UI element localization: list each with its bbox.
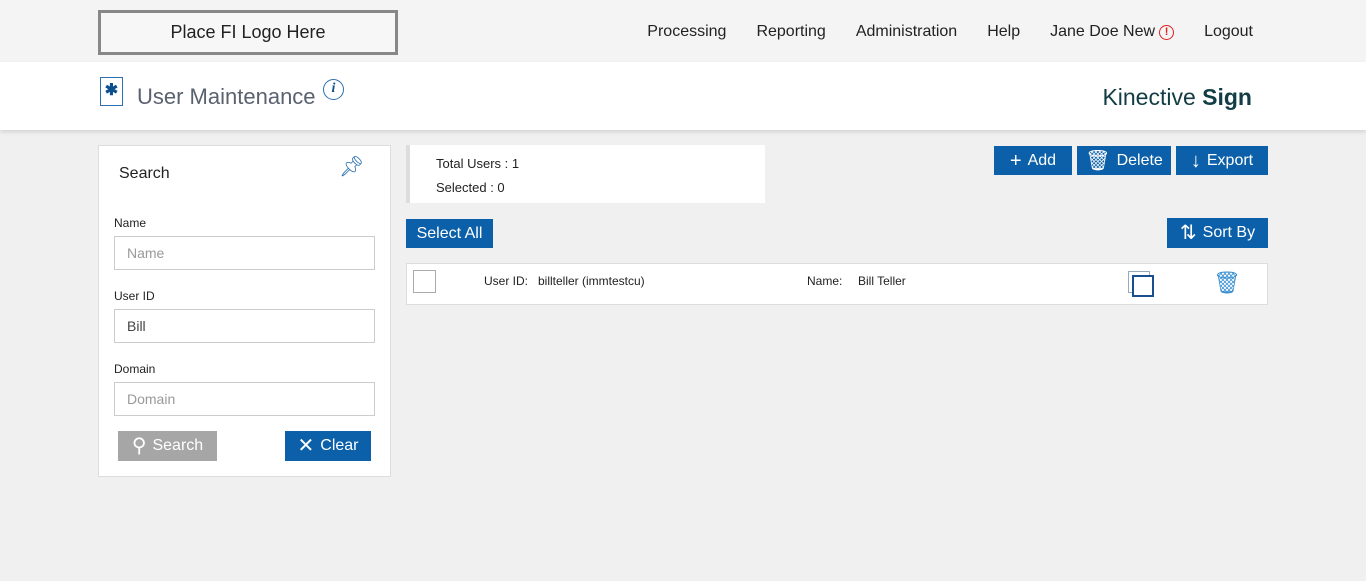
domain-label: Domain xyxy=(114,362,156,376)
page-title: User Maintenance xyxy=(137,84,316,109)
brand-logo: Kinective Sign xyxy=(1102,84,1252,111)
user-maintenance-icon: ✱ xyxy=(100,77,123,106)
nav-help[interactable]: Help xyxy=(987,23,1021,40)
search-button-label: Search xyxy=(152,437,204,454)
row-checkbox[interactable] xyxy=(413,270,436,293)
nav-reporting[interactable]: Reporting xyxy=(756,23,826,40)
sort-by-button[interactable]: ⇅ Sort By xyxy=(1167,218,1268,248)
page-header: ✱ User Maintenance i Kinective Sign xyxy=(0,62,1366,130)
alert-icon[interactable]: ! xyxy=(1159,25,1175,40)
name-input[interactable] xyxy=(114,236,375,270)
delete-label: Delete xyxy=(1116,151,1163,169)
top-bar: Place FI Logo Here Processing Reporting … xyxy=(0,0,1366,62)
export-label: Export xyxy=(1206,151,1254,169)
plus-icon: + xyxy=(1009,149,1022,172)
main-nav: Processing Reporting Administration Help… xyxy=(647,23,1253,41)
nav-user[interactable]: Jane Doe New! xyxy=(1050,23,1175,41)
row-delete-icon[interactable]: 🗑︎ xyxy=(1213,270,1241,295)
nav-logout[interactable]: Logout xyxy=(1204,23,1253,40)
nav-processing[interactable]: Processing xyxy=(647,23,727,40)
clear-button[interactable]: ✕ Clear xyxy=(285,431,371,461)
user-summary: Total Users : 1 Selected : 0 xyxy=(406,145,765,203)
add-button[interactable]: + Add xyxy=(994,146,1072,175)
userid-input[interactable] xyxy=(114,309,375,343)
name-label: Name xyxy=(114,216,147,230)
table-row: User ID: billteller (immtestcu) Name: Bi… xyxy=(406,263,1268,305)
userid-label: User ID xyxy=(114,289,155,303)
sort-icon: ⇅ xyxy=(1179,222,1197,244)
nav-administration[interactable]: Administration xyxy=(855,23,958,40)
brand-light: Kinective xyxy=(1102,84,1196,110)
trash-icon: 🗑︎ xyxy=(1085,149,1111,172)
select-all-button[interactable]: Select All xyxy=(406,219,493,248)
add-label: Add xyxy=(1027,151,1057,169)
brand-bold: Sign xyxy=(1202,84,1252,110)
sort-by-label: Sort By xyxy=(1202,224,1256,241)
clear-button-label: Clear xyxy=(320,437,359,454)
userid-value: billteller (immtestcu) xyxy=(538,274,645,288)
export-button[interactable]: ↓ Export xyxy=(1176,146,1268,175)
download-icon: ↓ xyxy=(1190,149,1201,172)
search-panel: Search 📌︎ Name User ID Domain ⚲ Search ✕ C… xyxy=(98,145,391,477)
user-name: Jane Doe New xyxy=(1050,23,1156,40)
userid-label: User ID: xyxy=(484,274,529,288)
domain-input[interactable] xyxy=(114,382,375,416)
close-icon: ✕ xyxy=(297,435,315,457)
search-button[interactable]: ⚲ Search xyxy=(118,431,217,461)
total-users: Total Users : 1 xyxy=(436,156,520,171)
fi-logo: Place FI Logo Here xyxy=(98,10,398,55)
delete-button[interactable]: 🗑︎ Delete xyxy=(1077,146,1171,175)
pin-icon[interactable]: 📌︎ xyxy=(339,156,365,178)
name-label: Name: xyxy=(807,274,843,288)
copy-icon[interactable] xyxy=(1128,271,1154,297)
search-title: Search xyxy=(119,165,170,182)
selected-count: Selected : 0 xyxy=(436,180,505,195)
info-icon[interactable]: i xyxy=(323,79,344,100)
name-value: Bill Teller xyxy=(858,274,906,288)
search-icon: ⚲ xyxy=(131,435,147,457)
